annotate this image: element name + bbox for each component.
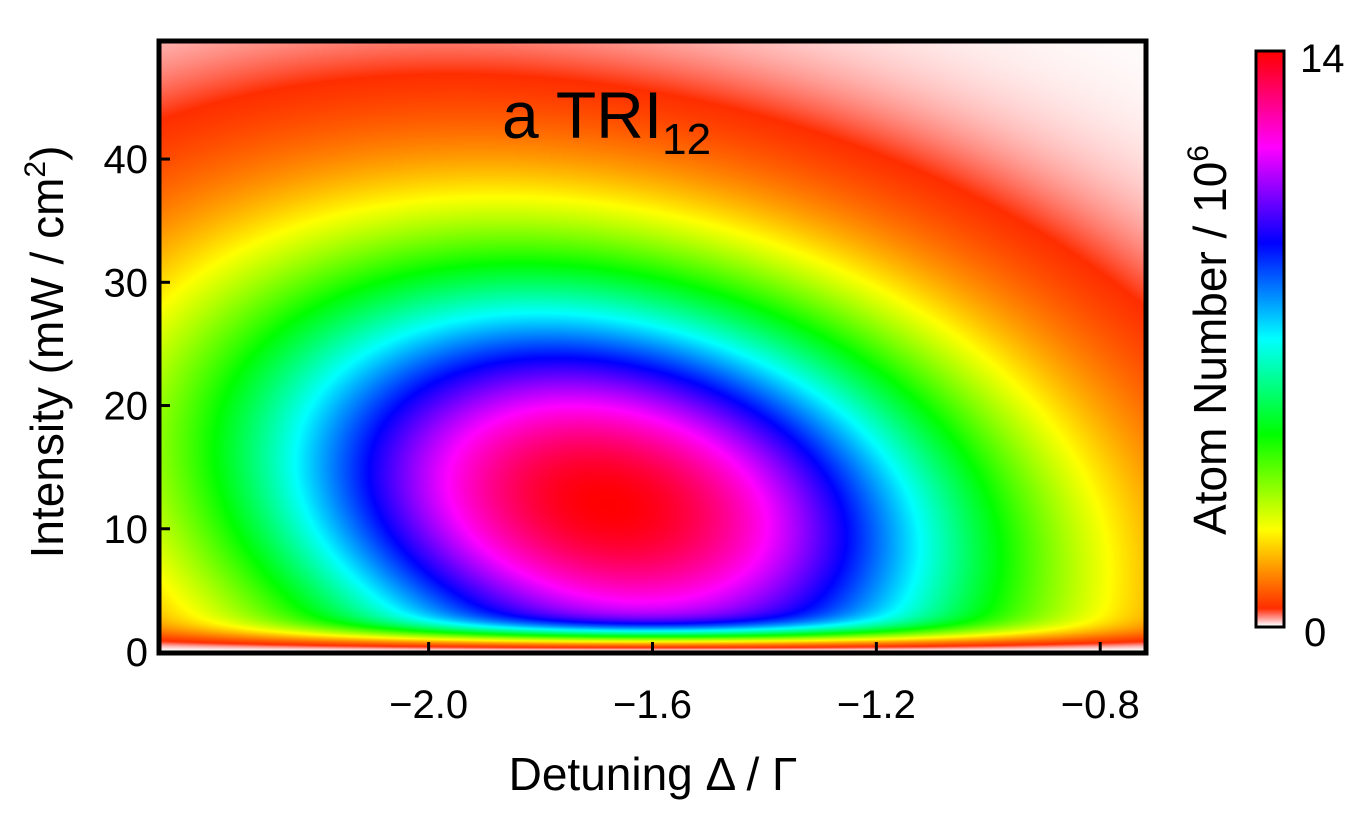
y-axis: 0 10 20 30 40 bbox=[104, 138, 170, 675]
colorbar-frame bbox=[1254, 49, 1286, 629]
plot-frame bbox=[156, 38, 1149, 656]
colorbar-max-label: 14 bbox=[1300, 37, 1345, 81]
chart-title: a TRI12 bbox=[502, 78, 711, 164]
x-tick-label-2: −1.2 bbox=[837, 683, 916, 727]
colorbar-label: Atom Number / 106 bbox=[1182, 145, 1236, 535]
x-tick-label-3: −0.8 bbox=[1061, 683, 1140, 727]
y-tick-label-4: 40 bbox=[104, 138, 149, 182]
y-axis-label: Intensity (mW / cm2) bbox=[19, 146, 73, 559]
x-axis-label: Detuning Δ / Γ bbox=[509, 748, 798, 800]
colorbar bbox=[1257, 52, 1283, 626]
y-tick-label-2: 20 bbox=[104, 385, 149, 429]
y-tick-label-3: 30 bbox=[104, 261, 149, 305]
y-tick-label-0: 0 bbox=[126, 631, 148, 675]
x-tick-label-0: −2.0 bbox=[389, 683, 468, 727]
x-axis: −2.0 −1.6 −1.2 −0.8 bbox=[389, 642, 1140, 727]
colorbar-min-label: 0 bbox=[1304, 611, 1326, 655]
y-tick-label-1: 10 bbox=[104, 508, 149, 552]
heatmap-plot bbox=[160, 42, 1145, 652]
x-tick-label-1: −1.6 bbox=[613, 683, 692, 727]
